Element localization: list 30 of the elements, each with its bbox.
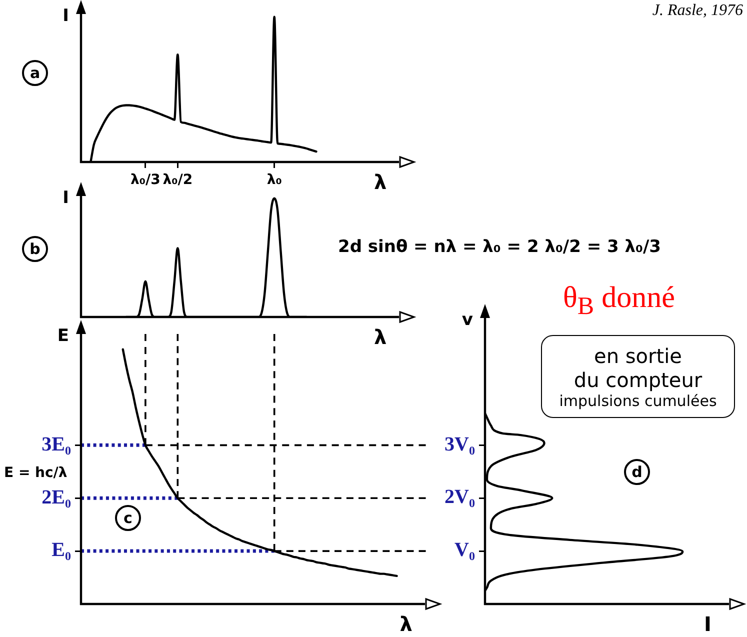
circle-badge: b [22, 236, 48, 262]
x-tick-label: λ₀ [266, 172, 282, 188]
annotation: c [124, 508, 132, 526]
x-tick-label: λ₀/3 [130, 172, 160, 188]
annotation: en sortie du compteur [574, 344, 702, 392]
y-tick-label: E₀ [52, 539, 71, 562]
text: E = hc/λ [4, 465, 68, 481]
y-axis-title: v [462, 310, 473, 330]
x-tick-label: λ₀/2 [162, 172, 193, 188]
y-axis-title: I [62, 6, 69, 26]
circle-badge: d [624, 459, 650, 485]
x-axis-title: λ [400, 612, 412, 636]
annotation: d [632, 462, 642, 480]
y-tick-label: 3E₀ [42, 433, 71, 456]
x-axis-title: λ [374, 170, 387, 194]
annotation: 2d sinθ = nλ = λ₀ = 2 λ₀/2 = 3 λ₀/3 [338, 237, 662, 257]
y-tick-label: 2E₀ [42, 486, 71, 508]
x-axis-title: λ [374, 325, 387, 349]
y-axis-title: E [57, 326, 69, 346]
note-frame: en sortie du compteur impulsions cumulées [541, 335, 735, 418]
annotation: θ$_{B}$ donné [563, 281, 675, 321]
circle-badge: c [115, 505, 141, 531]
annotation: impulsions cumulées [559, 392, 717, 410]
y-tick-label: 2V₀ [444, 486, 475, 508]
text: J. Rasle, 1976 [652, 2, 743, 20]
y-axis-title: I [62, 188, 69, 208]
x-axis-title: I [704, 612, 712, 636]
y-tick-label: 3V₀ [444, 433, 475, 456]
y-tick-label: V₀ [454, 539, 475, 562]
circle-badge: a [22, 60, 48, 86]
